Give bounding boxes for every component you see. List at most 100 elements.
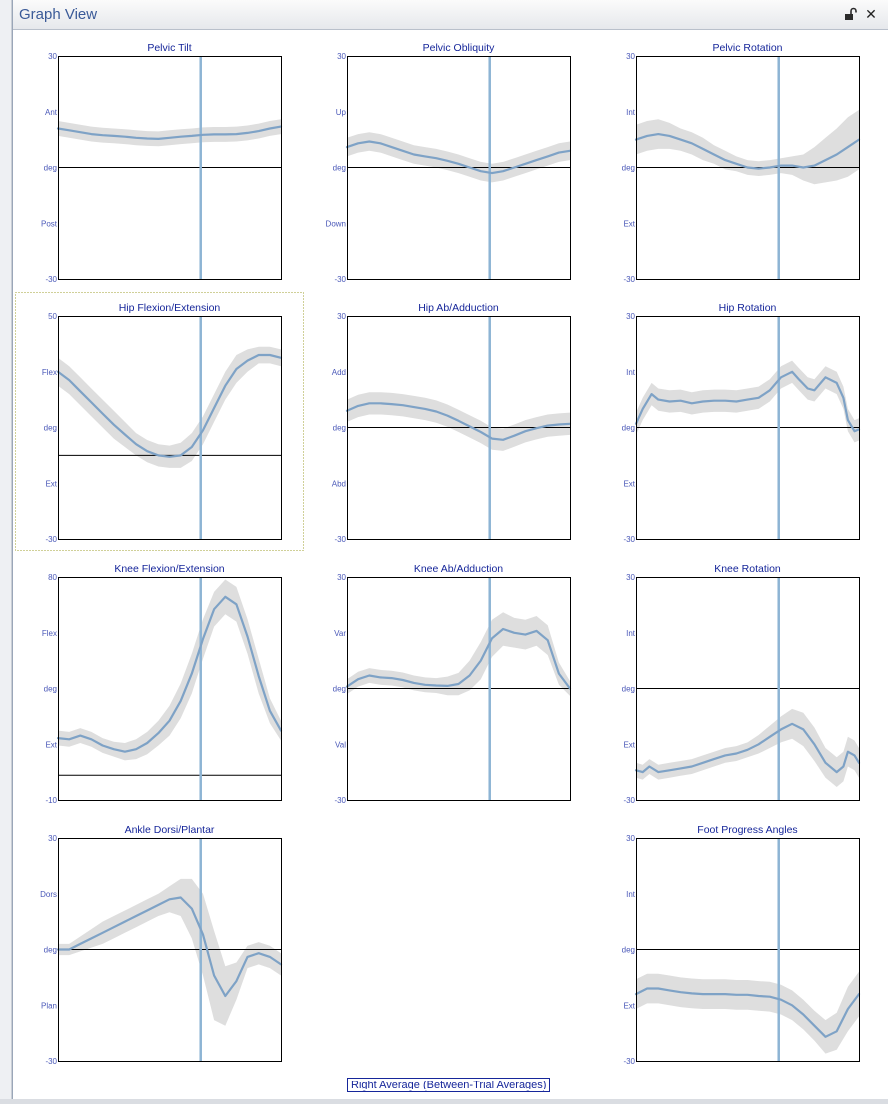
y-tick-label: 30 [48, 52, 57, 61]
y-tick-label: Flex [42, 629, 57, 638]
mean-curve [56, 353, 283, 458]
y-tick-label: deg [333, 164, 346, 173]
unlock-icon[interactable] [842, 6, 858, 22]
y-tick-label: Ext [623, 479, 635, 488]
plot-border [636, 316, 860, 540]
y-tick-label: Int [626, 108, 636, 117]
plot-border [636, 577, 860, 801]
y-tick-label: Int [626, 890, 636, 899]
y-tick-label: -30 [334, 535, 346, 544]
mean-curve [345, 402, 572, 441]
chart-title: Hip Flexion/Extension [119, 302, 221, 314]
legend-label[interactable]: Right Average (Between-Trial Averages) [347, 1078, 551, 1092]
y-tick-label: -30 [623, 796, 635, 805]
y-tick-label: 30 [626, 834, 635, 843]
y-tick-label: 30 [337, 573, 346, 582]
y-tick-label: Ext [623, 1001, 635, 1010]
mean-curve [56, 125, 283, 140]
y-tick-label: -30 [45, 275, 57, 284]
chart-title: Knee Ab/Adduction [414, 563, 503, 575]
y-tick-label: -30 [623, 1057, 635, 1066]
bottom-edge [0, 1099, 888, 1104]
outer-frame-edge [0, 0, 12, 1104]
y-tick-label: -30 [334, 275, 346, 284]
chart-panel: Pelvic Tilt 30 Ant deg Post -30 [41, 42, 283, 284]
plot-border [58, 838, 282, 1062]
std-dev-band [58, 878, 281, 1026]
std-dev-band [636, 109, 859, 185]
std-dev-band [58, 119, 281, 147]
chart-title: Hip Rotation [719, 302, 777, 314]
y-tick-label: 50 [48, 312, 57, 321]
y-tick-label: Dors [40, 890, 57, 899]
y-tick-label: deg [44, 685, 57, 694]
chart-title: Pelvic Tilt [147, 42, 191, 54]
std-dev-band [636, 360, 859, 443]
mean-curve [345, 627, 572, 690]
plot-border [636, 56, 860, 280]
chart-title: Hip Ab/Adduction [418, 302, 499, 314]
chart-title: Ankle Dorsi/Plantar [125, 824, 215, 836]
mean-curve [56, 595, 283, 753]
chart-title: Foot Progress Angles [697, 824, 797, 836]
y-tick-label: Plan [41, 1001, 57, 1010]
y-tick-label: 80 [48, 573, 57, 582]
chart-panel: Ankle Dorsi/Plantar 30 Dors deg Plan -30 [40, 824, 283, 1066]
chart-title: Knee Rotation [714, 563, 781, 575]
plot-border [347, 577, 571, 801]
plot-border [347, 56, 571, 280]
chart-panel: Knee Flexion/Extension 80 Flex deg Ext -10 [42, 563, 283, 805]
y-tick-label: deg [622, 164, 635, 173]
close-icon[interactable]: ✕ [865, 6, 877, 22]
selected-panel-highlight [15, 292, 304, 551]
y-tick-label: Up [336, 108, 347, 117]
y-tick-label: deg [622, 424, 635, 433]
y-tick-label: 30 [626, 573, 635, 582]
chart-panel: Foot Progress Angles 30 Int deg Ext -30 [622, 824, 861, 1066]
y-tick-label: Int [626, 629, 636, 638]
y-tick-label: deg [622, 946, 635, 955]
y-tick-label: Ext [45, 740, 57, 749]
chart-panel: Hip Ab/Adduction 30 Add deg Abd -30 [332, 302, 572, 544]
mean-curve [634, 722, 861, 774]
y-tick-label: Ext [45, 479, 57, 488]
chart-panel: Knee Ab/Adduction 30 Var deg Val -30 [333, 563, 572, 805]
y-tick-label: deg [44, 946, 57, 955]
chart-panel: Hip Flexion/Extension 50 Flex deg Ext -30 [42, 302, 283, 544]
chart-title: Pelvic Rotation [712, 42, 782, 54]
y-tick-label: Add [332, 368, 346, 377]
y-tick-label: -10 [45, 796, 57, 805]
chart-panel: Pelvic Obliquity 30 Up deg Down -30 [326, 42, 572, 284]
y-tick-label: Int [626, 368, 636, 377]
chart-panel: Pelvic Rotation 30 Int deg Ext -30 [622, 42, 861, 284]
plot-area [58, 577, 281, 800]
chart-panel: Knee Rotation 30 Int deg Ext -30 [622, 563, 861, 805]
y-tick-label: deg [333, 685, 346, 694]
y-tick-label: -30 [334, 796, 346, 805]
plot-border [58, 577, 282, 801]
y-tick-label: deg [44, 164, 57, 173]
mean-curve [345, 140, 572, 175]
plot-border [58, 316, 282, 540]
chart-title: Knee Flexion/Extension [114, 563, 224, 575]
y-tick-label: Val [335, 740, 346, 749]
chart-panel: Hip Rotation 30 Int deg Ext -30 [622, 302, 861, 544]
y-tick-label: Post [41, 219, 58, 228]
y-tick-label: 30 [337, 52, 346, 61]
chart-title: Pelvic Obliquity [423, 42, 496, 54]
y-tick-label: 30 [626, 52, 635, 61]
mean-curve [634, 370, 861, 433]
plot-border [636, 838, 860, 1062]
y-tick-label: deg [44, 424, 57, 433]
y-tick-label: Abd [332, 479, 346, 488]
y-tick-label: -30 [623, 535, 635, 544]
std-dev-band [636, 971, 859, 1054]
std-dev-band [58, 579, 281, 761]
title-bar[interactable]: Graph View ✕ [13, 0, 888, 30]
y-tick-label: Var [334, 629, 346, 638]
plot-border [58, 56, 282, 280]
y-tick-label: deg [622, 685, 635, 694]
y-tick-label: 30 [48, 834, 57, 843]
y-tick-label: Down [326, 219, 346, 228]
